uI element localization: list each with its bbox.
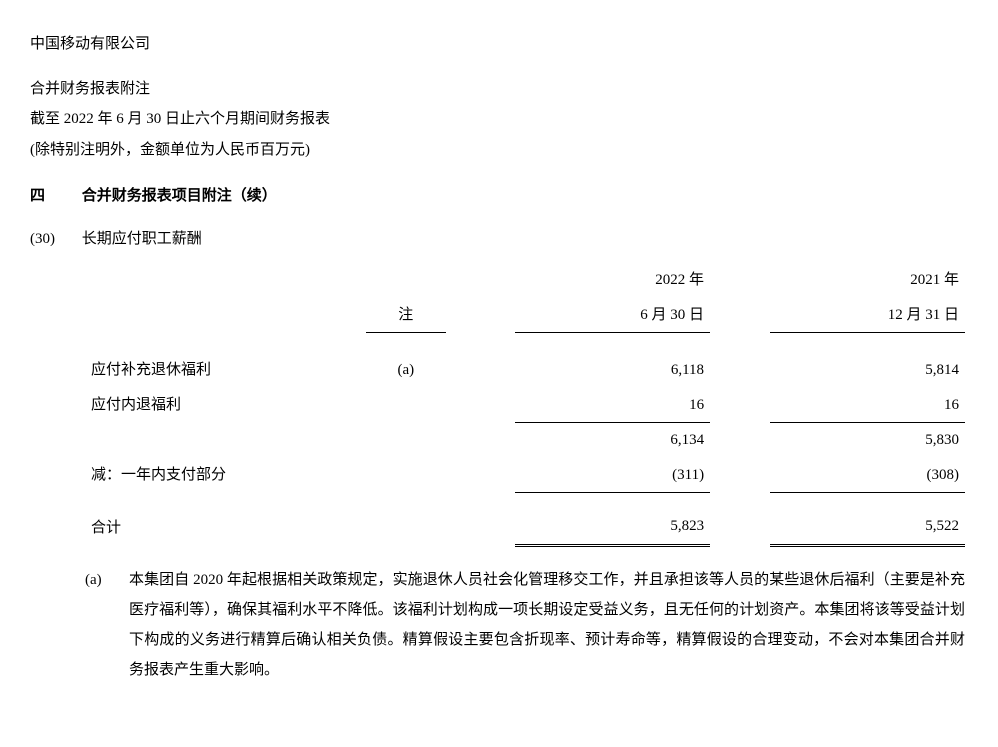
note-column-header: 注	[366, 298, 446, 333]
row-value-2: 5,814	[770, 353, 965, 388]
total-label: 合计	[85, 509, 366, 545]
total-value-2: 5,522	[770, 509, 965, 545]
section-title-text: 合并财务报表项目附注（续）	[82, 188, 277, 204]
subtotal-value-2: 5,830	[770, 423, 965, 458]
row-label: 减：一年内支付部分	[85, 458, 366, 493]
table-header-row-1: 2022 年 2021 年	[85, 263, 965, 298]
row-note-ref: (a)	[366, 353, 446, 388]
row-value-1: 6,118	[515, 353, 710, 388]
financial-table: 2022 年 2021 年 注 6 月 30 日 12 月 31 日 应付补充退…	[85, 263, 965, 547]
col1-header-year: 2022 年	[515, 263, 710, 298]
row-value-1: (311)	[515, 458, 710, 493]
table-row: 应付内退福利 16 16	[85, 388, 965, 423]
table-header-row-2: 注 6 月 30 日 12 月 31 日	[85, 298, 965, 333]
document-header: 中国移动有限公司 合并财务报表附注 截至 2022 年 6 月 30 日止六个月…	[30, 30, 968, 164]
company-name: 中国移动有限公司	[30, 30, 968, 59]
note-title-text: 长期应付职工薪酬	[82, 231, 202, 247]
row-value-2: (308)	[770, 458, 965, 493]
subtotal-value-1: 6,134	[515, 423, 710, 458]
table-row: 应付补充退休福利 (a) 6,118 5,814	[85, 353, 965, 388]
doc-title: 合并财务报表附注	[30, 75, 968, 104]
footnote-a: (a) 本集团自 2020 年起根据相关政策规定，实施退休人员社会化管理移交工作…	[85, 565, 965, 685]
total-value-1: 5,823	[515, 509, 710, 545]
table-total-row: 合计 5,823 5,522	[85, 509, 965, 545]
col2-header-year: 2021 年	[770, 263, 965, 298]
col2-header-date: 12 月 31 日	[770, 298, 965, 333]
row-label: 应付内退福利	[85, 388, 366, 423]
table-subtotal-row: 6,134 5,830	[85, 423, 965, 458]
col1-header-date: 6 月 30 日	[515, 298, 710, 333]
row-value-1: 16	[515, 388, 710, 423]
row-value-2: 16	[770, 388, 965, 423]
section-heading: 四 合并财务报表项目附注（续）	[30, 182, 968, 211]
footnote-label: (a)	[85, 565, 129, 685]
note-number: (30)	[30, 225, 78, 254]
footnote-text: 本集团自 2020 年起根据相关政策规定，实施退休人员社会化管理移交工作，并且承…	[129, 565, 965, 685]
row-label: 应付补充退休福利	[85, 353, 366, 388]
doc-period: 截至 2022 年 6 月 30 日止六个月期间财务报表	[30, 105, 968, 134]
doc-unit: (除特别注明外，金额单位为人民币百万元)	[30, 136, 968, 165]
section-number: 四	[30, 182, 78, 211]
table-row: 减：一年内支付部分 (311) (308)	[85, 458, 965, 493]
note-heading: (30) 长期应付职工薪酬	[30, 225, 968, 254]
